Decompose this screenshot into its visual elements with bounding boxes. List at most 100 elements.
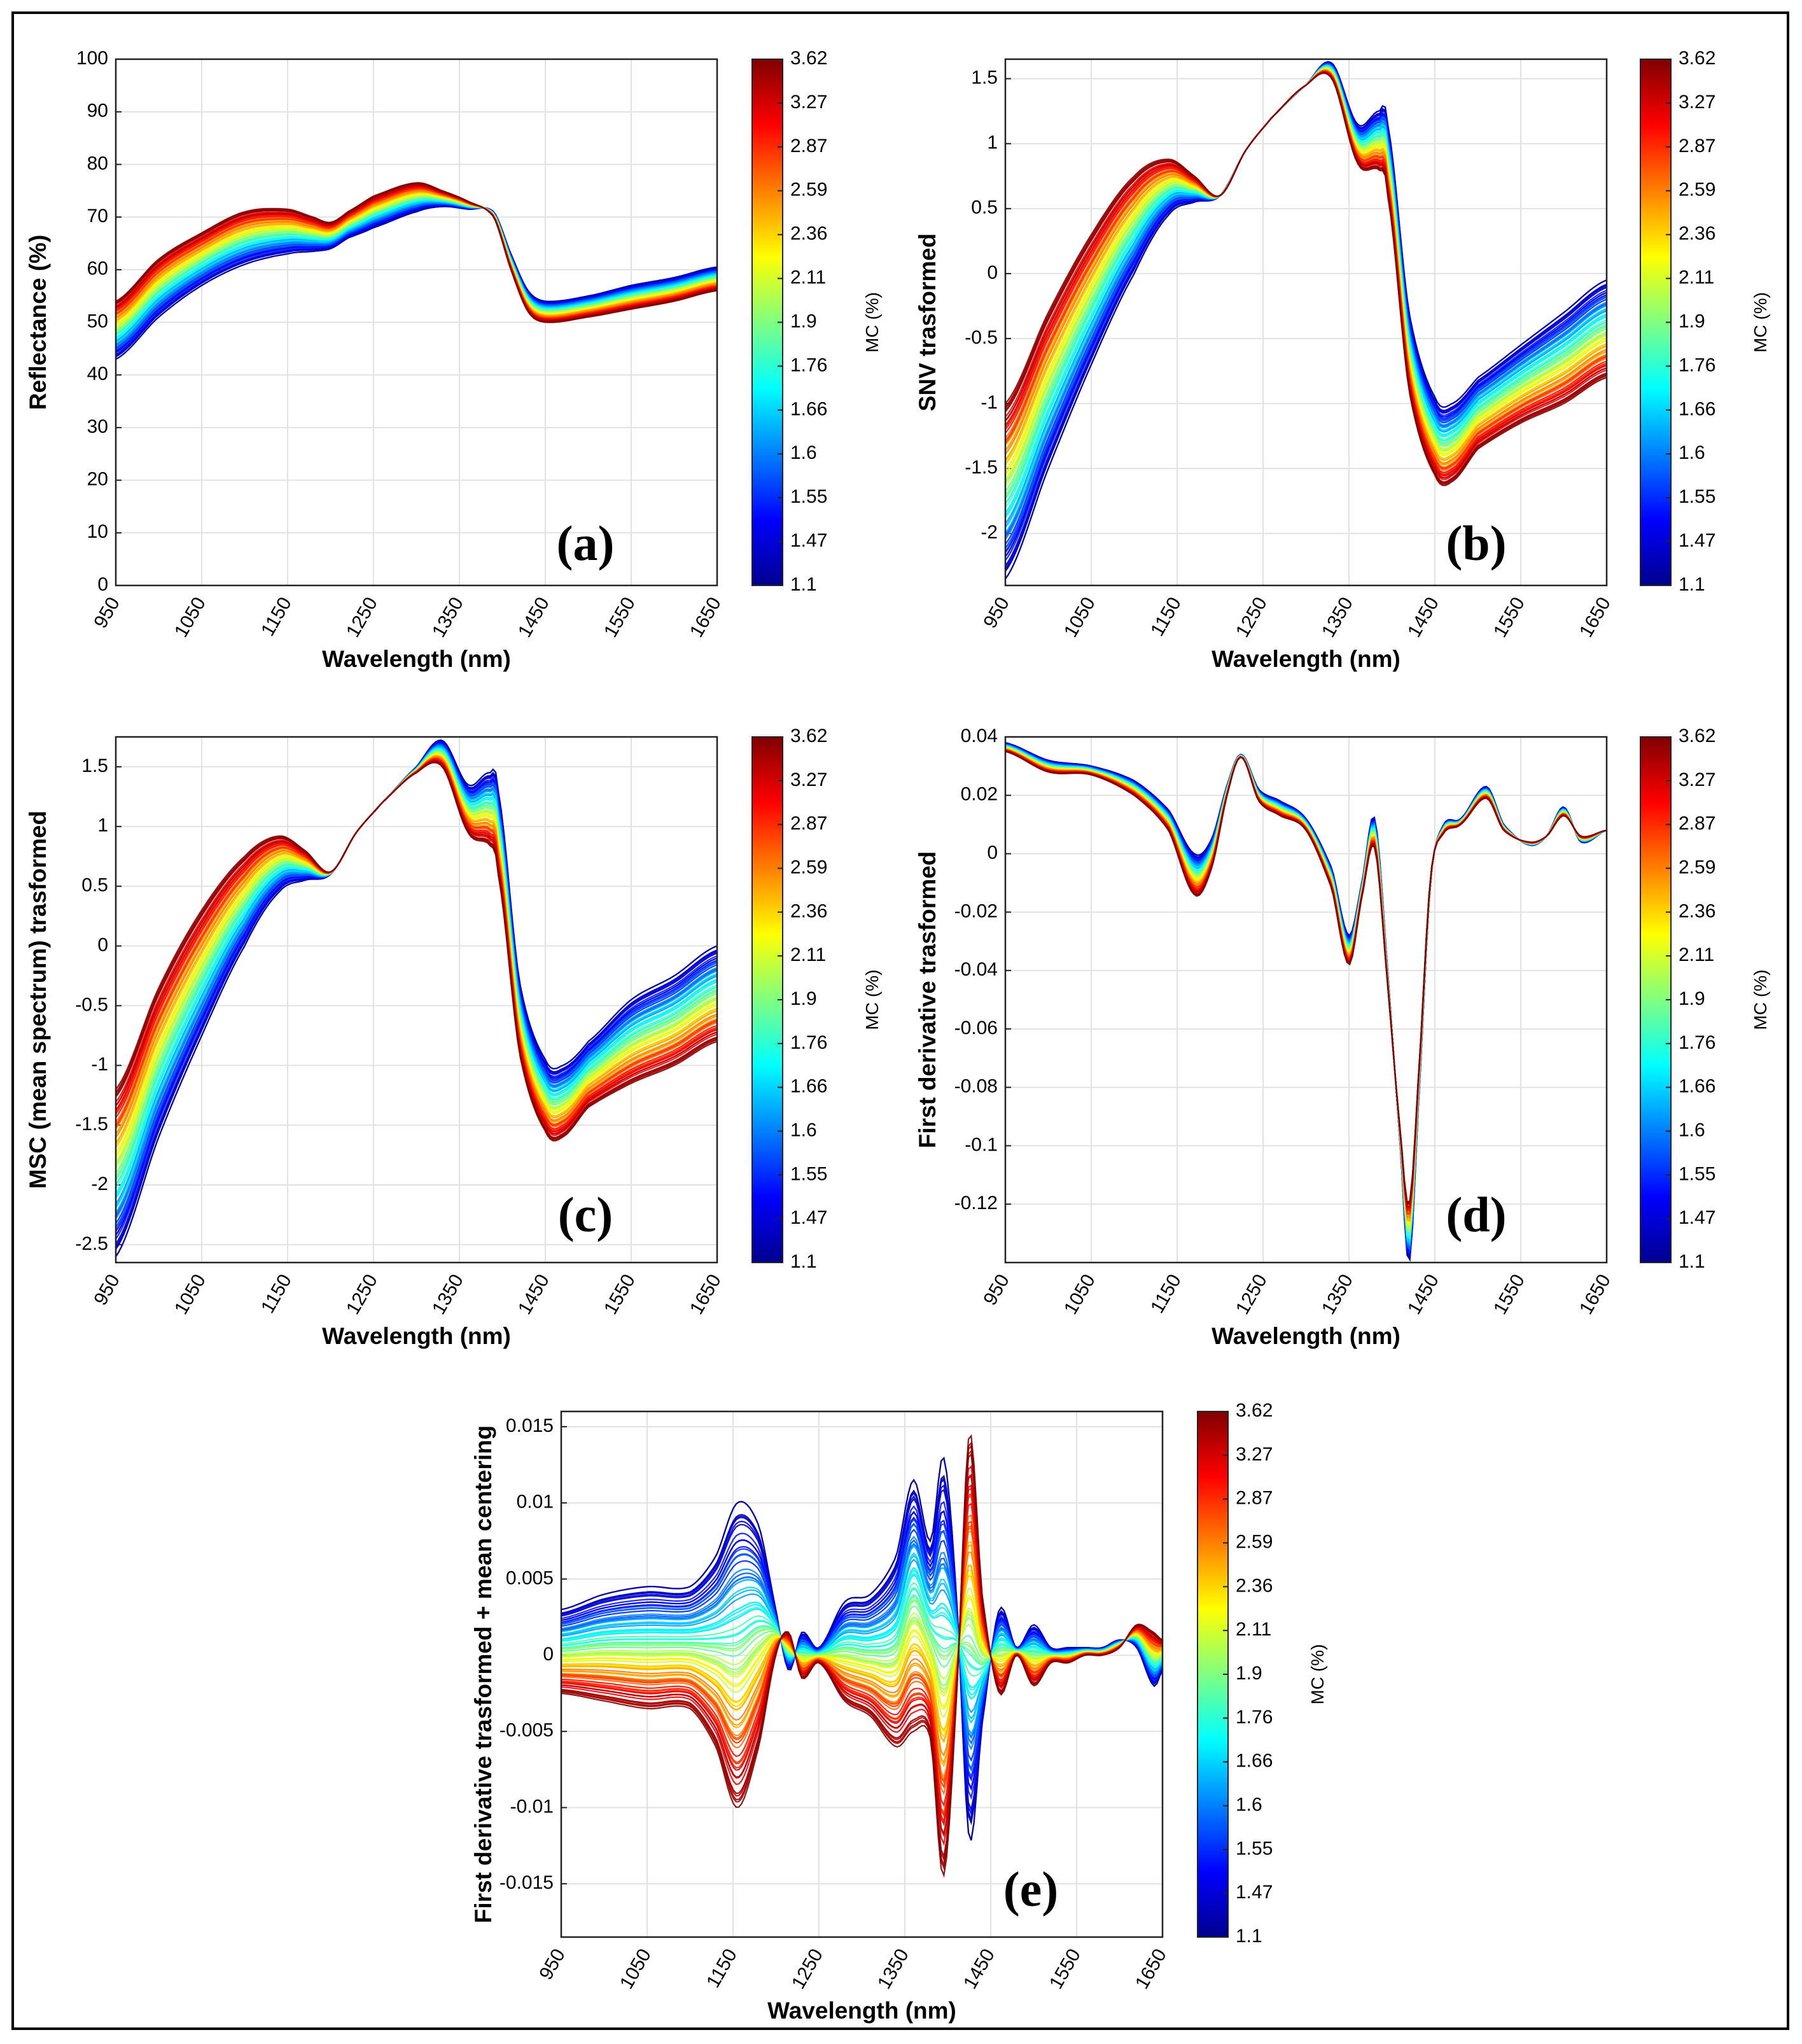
spectrum-line (1005, 73, 1607, 486)
panel-label: (c) (558, 1187, 613, 1242)
colorbar-tick-label: 3.27 (1679, 92, 1715, 113)
spectrum-line (116, 199, 717, 339)
y-tick-label: 20 (87, 469, 108, 490)
spectrum-line (116, 185, 717, 321)
spectrum-line (561, 1551, 1163, 1757)
colorbar-tick-label: 1.6 (1679, 1119, 1705, 1140)
panel-e: 950 1050 1150 1250 1350 1450 1550 1650 -0.015 -0.… (470, 1400, 1327, 2024)
x-axis-label: Wavelength (nm) (1212, 1323, 1400, 1349)
y-tick-label: 0 (987, 262, 998, 283)
x-tick-label: 1350 (428, 594, 468, 641)
spectra-lines (1005, 60, 1607, 580)
colorbar-tick-label: 2.11 (790, 944, 826, 965)
x-tick-label: 1350 (428, 1271, 468, 1318)
axes-box (1004, 58, 1608, 587)
colorbar-tick-label: 2.59 (1679, 857, 1715, 878)
colorbar-tick-label: 1.1 (1679, 1251, 1705, 1272)
x-tick-label: 1650 (1575, 1271, 1615, 1318)
colorbar-tick-label: 1.9 (1679, 988, 1705, 1009)
y-tick-label: -1 (981, 392, 998, 413)
y-axis-label: MSC (mean spectrum) trasformed (25, 811, 51, 1189)
spectrum-line (116, 200, 717, 343)
y-tick-label: -1.5 (965, 457, 998, 478)
y-tick-label: 0 (97, 574, 108, 595)
x-tick-label: 1550 (1045, 1945, 1085, 1992)
colorbar-tick-label: 1.76 (1679, 354, 1715, 375)
x-tick-label: 1150 (1147, 1271, 1185, 1317)
axes-box (560, 1410, 1164, 1938)
x-tick-label: 1050 (171, 594, 210, 641)
y-tick-label: -1 (91, 1054, 108, 1075)
spectrum-line (116, 198, 717, 337)
colorbar-tick-label: 2.59 (1236, 1531, 1273, 1552)
x-axis-label: Wavelength (nm) (322, 1323, 511, 1349)
y-tick-label: 30 (87, 416, 108, 437)
x-tick-label: 1650 (686, 1271, 725, 1318)
colorbar-tick-label: 2.36 (790, 223, 827, 244)
colorbar-tick-label: 1.66 (790, 398, 827, 419)
colorbar-tick-label: 2.36 (790, 900, 827, 921)
y-tick-label: -0.01 (510, 1796, 554, 1817)
y-tick-label: 100 (76, 48, 108, 69)
x-tick-label: 1550 (1490, 594, 1529, 641)
x-axis-label: Wavelength (nm) (1212, 646, 1400, 672)
panel-label: (d) (1446, 1187, 1506, 1242)
y-tick-label: 0.02 (961, 784, 998, 805)
y-tick-label: -0.06 (954, 1018, 998, 1039)
spectrum-line (116, 186, 717, 320)
colorbar-tick-label: 3.27 (1679, 769, 1715, 790)
x-tick-label: 1150 (1147, 594, 1185, 640)
colorbar-tick-label: 2.11 (790, 267, 826, 288)
plot-area (1005, 737, 1607, 1263)
y-tick-label: -0.5 (75, 994, 108, 1015)
y-tick-label: 0.04 (961, 725, 998, 746)
colorbar-tick-label: 1.55 (1679, 1163, 1715, 1184)
colorbar-tick-label: 2.87 (1679, 136, 1715, 157)
colorbar-tick-label: 2.59 (790, 857, 827, 878)
y-tick-label: 1.5 (81, 755, 108, 776)
colorbar-tick-label: 1.1 (1236, 1926, 1262, 1947)
colorbar-tick-label: 1.9 (1679, 311, 1705, 332)
y-tick-label: -1.5 (75, 1114, 108, 1135)
colorbar-tick-label: 1.1 (790, 1251, 817, 1272)
y-tick-label: 70 (87, 206, 108, 227)
x-tick-label: 1250 (788, 1945, 827, 1992)
colorbar-tick-label: 1.6 (790, 1119, 817, 1140)
x-tick-label: 1450 (514, 594, 554, 641)
colorbar-tick-label: 1.9 (790, 988, 817, 1009)
x-tick-label: 1350 (1318, 594, 1357, 641)
colorbar-tick-label: 1.6 (790, 442, 817, 463)
x-tick-label: 1650 (1575, 594, 1615, 641)
y-tick-label: 1.5 (971, 67, 998, 88)
spectrum-line (561, 1474, 1163, 1837)
y-tick-label: 0.5 (971, 197, 998, 218)
colorbar-tick-label: 2.36 (1679, 223, 1715, 244)
axes-box (1004, 736, 1608, 1264)
colorbar-label: MC (%) (862, 292, 882, 353)
spectra-lines (561, 1434, 1163, 1879)
spectrum-line (561, 1552, 1163, 1724)
colorbar-tick-label: 3.62 (1679, 48, 1715, 69)
colorbar-tick-label: 1.55 (790, 1163, 827, 1184)
colorbar-tick-label: 1.6 (1679, 442, 1705, 463)
x-tick-label: 1350 (874, 1945, 913, 1992)
colorbar-tick-label: 1.55 (790, 486, 827, 507)
colorbar-tick-label: 1.47 (790, 530, 827, 551)
panel-d: 950 1050 1150 1250 1350 1450 1550 1650 -0.12 -0.1… (914, 725, 1770, 1349)
x-tick-label: 950 (535, 1945, 569, 1984)
figure-border (11, 11, 1789, 2030)
spectrum-line (116, 762, 717, 1142)
x-axis-label: Wavelength (nm) (767, 1998, 956, 2024)
y-tick-label: 90 (87, 101, 108, 122)
colorbar-tick-label: 2.59 (790, 179, 827, 200)
y-tick-label: 80 (87, 153, 108, 174)
colorbar-tick-label: 1.66 (1679, 1076, 1715, 1097)
x-tick-label: 950 (90, 1271, 124, 1309)
y-tick-label: 0 (97, 934, 108, 955)
panel-b: 950 1050 1150 1250 1350 1450 1550 1650 -2 -1.5 -1 -… (914, 48, 1770, 672)
x-tick-label: 1450 (1404, 1271, 1443, 1318)
colorbar-tick-label: 1.55 (1679, 486, 1715, 507)
y-tick-label: 0.01 (517, 1492, 554, 1513)
x-tick-label: 1050 (1060, 1271, 1100, 1318)
